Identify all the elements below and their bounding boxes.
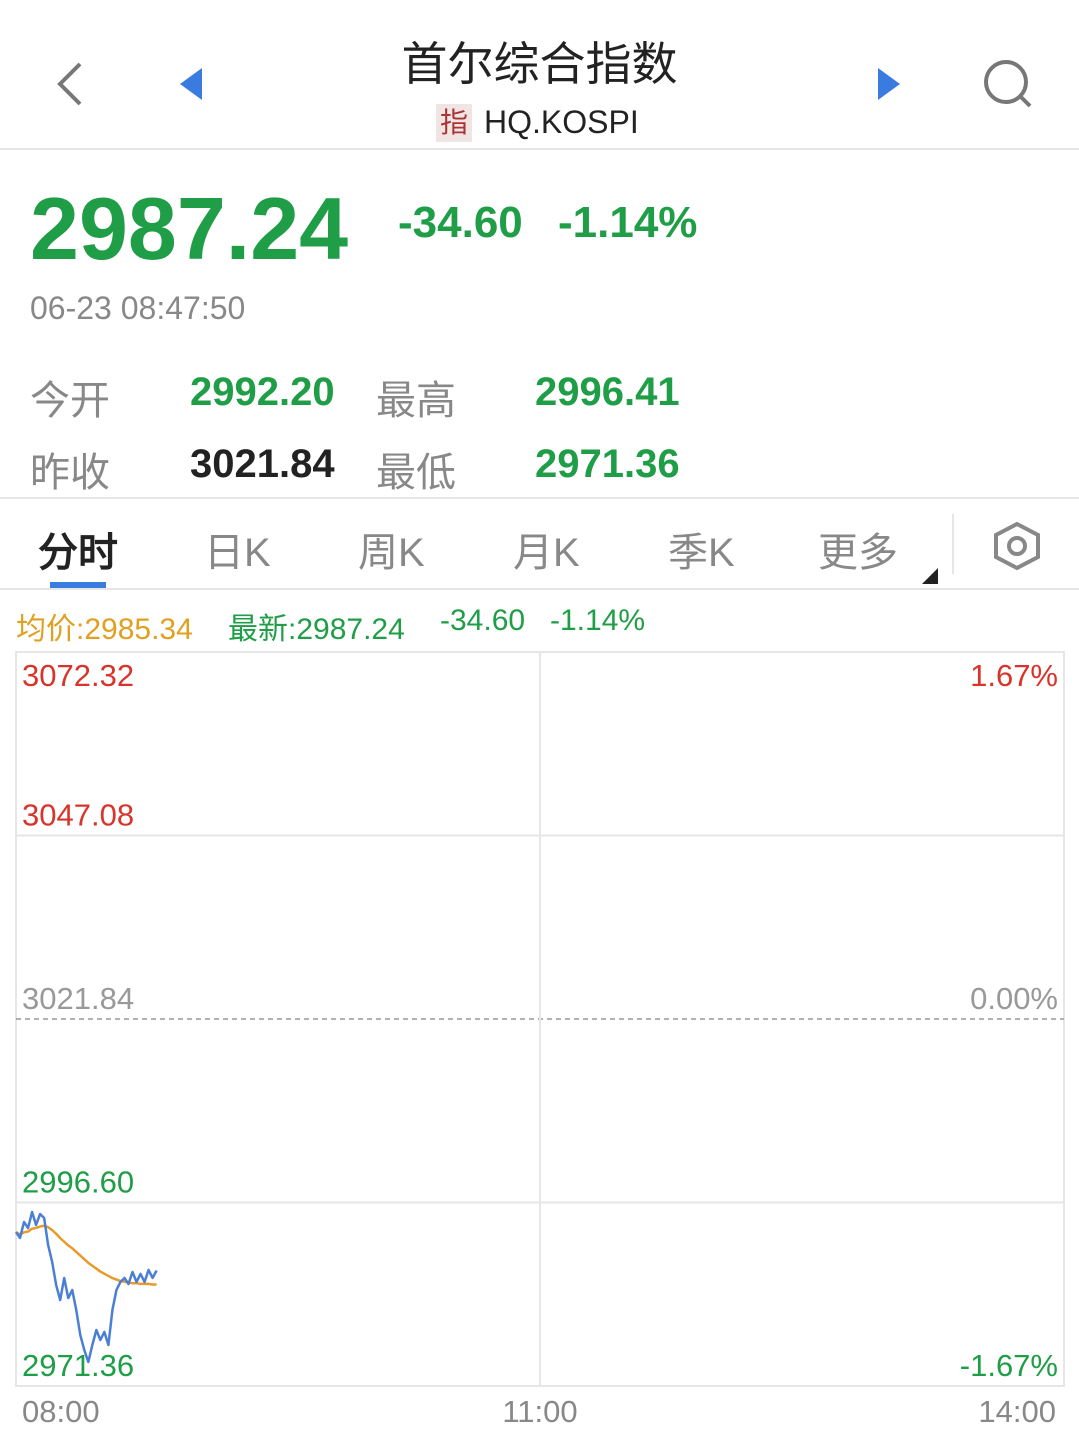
stat-label: 最低 (376, 451, 456, 495)
y-tick-label: 2971.36 (22, 1348, 134, 1383)
tab[interactable]: 月K (513, 531, 580, 575)
search-button[interactable] (984, 60, 1032, 108)
tab[interactable]: 日K (204, 531, 271, 575)
tab-icons (922, 514, 1040, 584)
tab-indicator (50, 582, 106, 588)
stat-value: 2971.36 (535, 442, 680, 486)
latest-change-pct: -1.14% (550, 604, 646, 637)
y-tick-label: 2996.60 (22, 1165, 134, 1200)
latest-price: 最新:2987.24 (228, 613, 405, 646)
latest-change: -34.60 (440, 604, 526, 637)
tab[interactable]: 分时 (38, 531, 118, 575)
badge: 指 (436, 104, 472, 142)
x-tick-label: 08:00 (22, 1394, 100, 1429)
change-pct: -1.14% (558, 198, 698, 247)
price: 2987.24 (30, 179, 349, 278)
tab[interactable]: 更多 (818, 531, 898, 575)
series-line (15, 1224, 157, 1286)
next-button[interactable] (878, 68, 900, 100)
stat-label: 昨收 (30, 451, 110, 495)
change: -34.60 (398, 198, 523, 247)
y2-tick-label: 1.67% (970, 658, 1058, 693)
y-tick-label: 3021.84 (22, 981, 134, 1016)
prev-button[interactable] (180, 68, 202, 100)
stat-value: 2996.41 (535, 370, 680, 414)
stat-value: 2992.20 (190, 370, 335, 414)
avg-price: 均价:2985.34 (16, 613, 193, 646)
series-line (14, 1210, 158, 1364)
divider (0, 588, 1079, 590)
code: HQ.KOSPI (484, 104, 639, 140)
divider (0, 497, 1079, 499)
x-tick-label: 11:00 (502, 1394, 577, 1429)
x-tick-label: 14:00 (978, 1394, 1056, 1429)
back-button[interactable] (57, 62, 82, 106)
stat-label: 今开 (30, 379, 110, 423)
y2-tick-label: 0.00% (970, 981, 1058, 1016)
y-tick-label: 3072.32 (22, 658, 134, 693)
header-icons (0, 60, 1079, 150)
tab[interactable]: 季K (668, 531, 735, 575)
stat-label: 最高 (376, 379, 456, 423)
time: 06-23 08:47:50 (30, 290, 246, 326)
stat-value: 3021.84 (190, 442, 335, 486)
y-tick-label: 3047.08 (22, 798, 134, 833)
tab[interactable]: 周K (358, 531, 425, 575)
y2-tick-label: -1.67% (960, 1348, 1058, 1383)
settings-button[interactable] (994, 521, 1040, 571)
title: 首尔综合指数 (401, 38, 678, 90)
